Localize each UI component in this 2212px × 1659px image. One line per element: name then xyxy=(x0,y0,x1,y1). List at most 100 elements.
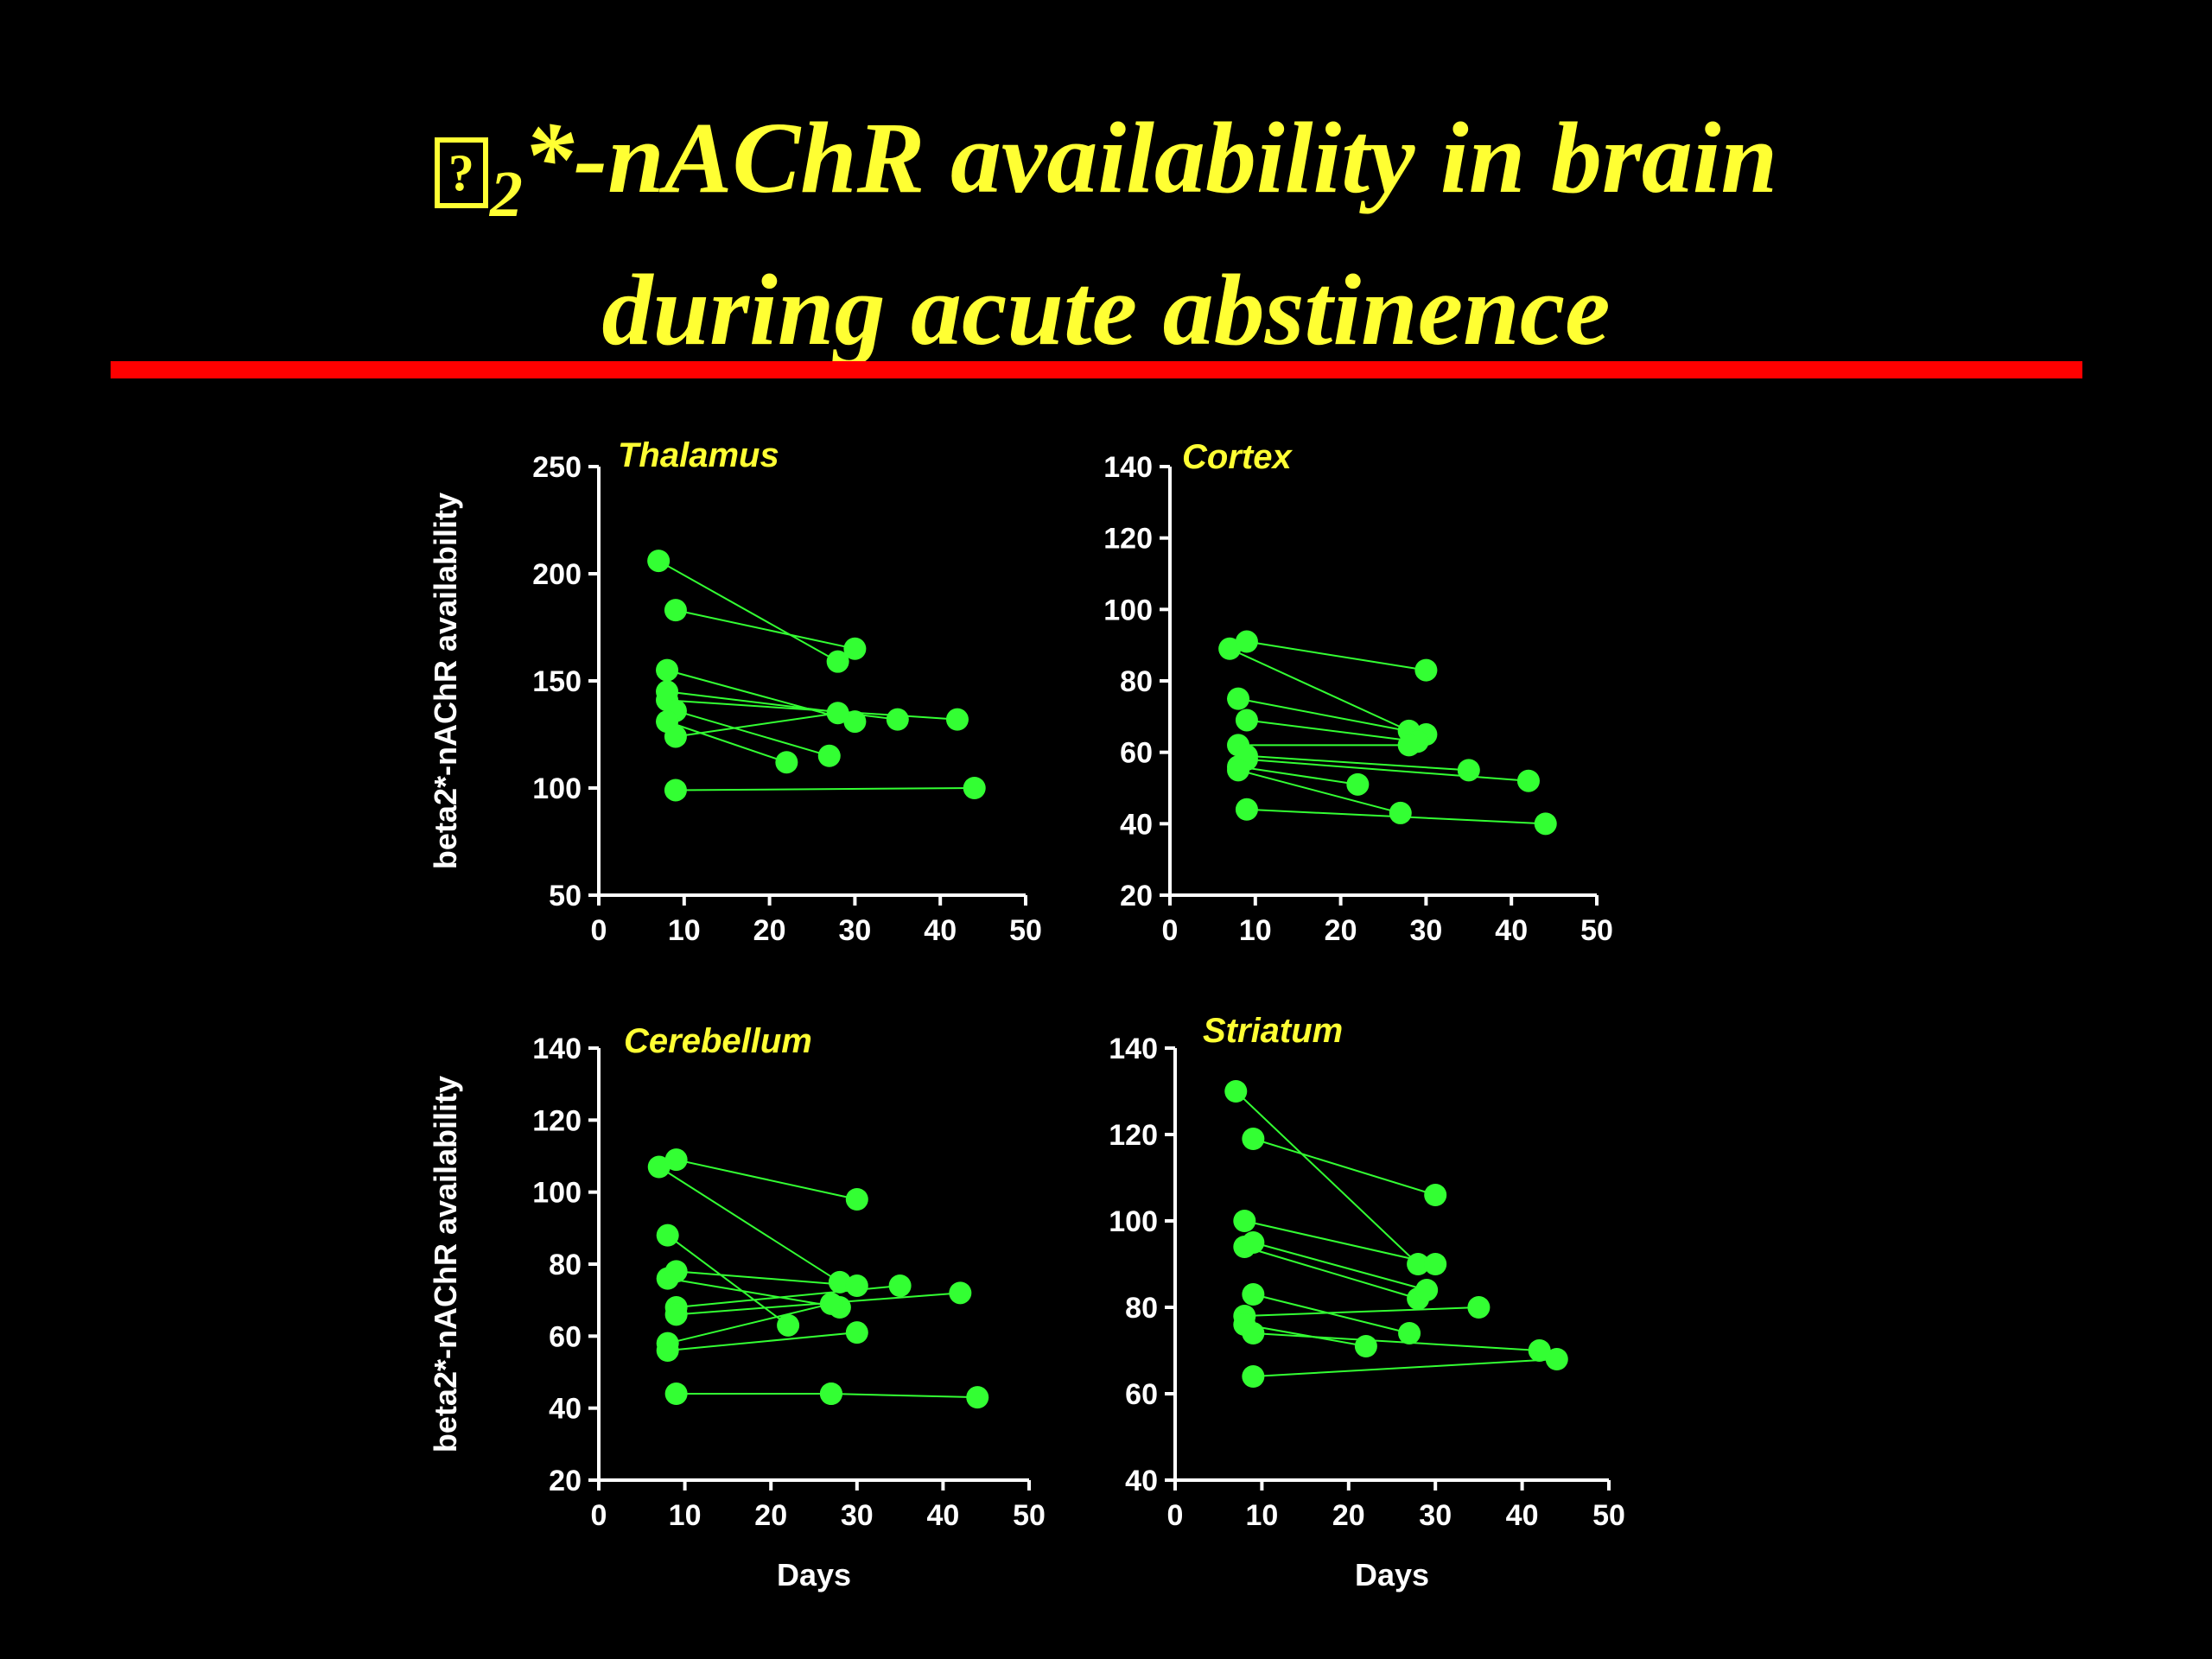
panel-title-cortex: Cortex xyxy=(1182,438,1293,476)
x-axis-label: Days xyxy=(777,1557,851,1592)
data-point xyxy=(777,1313,800,1337)
subject-line xyxy=(1244,1220,1436,1265)
data-point xyxy=(845,1321,868,1344)
data-point xyxy=(664,1260,688,1283)
panel-title-cerebellum: Cerebellum xyxy=(624,1022,812,1060)
data-point xyxy=(1415,1279,1439,1301)
y-tick-label: 200 xyxy=(532,558,582,591)
slide-title-line-1: ? 2*-nAChR availability in brain xyxy=(0,82,2212,234)
x-tick-label: 30 xyxy=(1419,1499,1452,1532)
data-point xyxy=(1467,1296,1491,1319)
subject-line xyxy=(667,1332,857,1351)
data-point xyxy=(819,1292,842,1315)
data-point xyxy=(945,708,969,731)
subject-line xyxy=(1246,640,1427,671)
subject-line xyxy=(1246,754,1469,772)
x-tick-label: 30 xyxy=(838,914,871,947)
data-point xyxy=(843,710,867,734)
data-point xyxy=(775,751,798,774)
data-point xyxy=(1242,1128,1265,1150)
x-tick-label: 10 xyxy=(1245,1499,1278,1532)
subject-line xyxy=(1244,1324,1367,1347)
subject-line xyxy=(1235,1090,1419,1265)
y-tick-label: 40 xyxy=(1120,808,1153,841)
subject-line xyxy=(675,609,855,650)
data-point xyxy=(1407,1253,1430,1275)
data-point xyxy=(817,744,841,767)
x-tick-label: 40 xyxy=(1495,914,1528,947)
x-tick-label: 20 xyxy=(753,914,786,947)
x-tick-label: 40 xyxy=(1506,1499,1539,1532)
x-tick-label: 50 xyxy=(1013,1499,1046,1532)
subject-line xyxy=(1253,1294,1410,1334)
subject-line xyxy=(1253,1242,1427,1291)
subject-line xyxy=(667,1234,789,1326)
data-point xyxy=(1414,658,1438,682)
data-point xyxy=(1227,759,1250,782)
data-point xyxy=(1235,709,1258,732)
subject-line xyxy=(830,1393,978,1399)
y-tick-label: 100 xyxy=(1109,1205,1158,1238)
y-tick-label: 50 xyxy=(549,880,582,912)
data-point xyxy=(826,650,849,673)
x-tick-label: 50 xyxy=(1580,914,1613,947)
data-point xyxy=(1534,812,1557,836)
subject-line xyxy=(676,1270,857,1287)
subject-line xyxy=(675,712,838,738)
data-point xyxy=(1233,1210,1256,1232)
y-tick-label: 140 xyxy=(532,1033,582,1065)
x-tick-label: 40 xyxy=(926,1499,959,1532)
panel-title-thalamus: Thalamus xyxy=(618,436,779,474)
y-tick-label: 20 xyxy=(1120,880,1153,912)
y-axis-label: beta2*-nAChR availability xyxy=(428,493,463,869)
data-point xyxy=(1545,1348,1568,1370)
chart-panel-striatum: 40 60 80 100 120 140 0 10 20 30 40 50 Striatum Days xyxy=(1109,1012,1625,1592)
missing-glyph-box: ? xyxy=(434,137,488,208)
subject-line xyxy=(1253,1138,1436,1196)
data-point xyxy=(664,599,687,622)
subject-line xyxy=(1237,769,1402,814)
y-tick-label: 20 xyxy=(549,1465,582,1497)
subject-line xyxy=(675,787,975,791)
x-tick-label: 20 xyxy=(1325,914,1357,947)
data-point xyxy=(1354,1335,1377,1357)
data-point xyxy=(656,658,679,682)
data-point xyxy=(1242,1231,1265,1254)
y-tick-label: 40 xyxy=(549,1393,582,1426)
y-tick-label: 60 xyxy=(1120,737,1153,770)
y-tick-label: 80 xyxy=(1120,665,1153,698)
x-tick-label: 30 xyxy=(1409,914,1442,947)
subject-line xyxy=(666,721,787,764)
data-point xyxy=(647,1155,671,1179)
data-point xyxy=(828,1270,851,1294)
subject-line xyxy=(676,1159,858,1200)
data-point xyxy=(888,1274,912,1297)
subject-line xyxy=(1246,719,1418,743)
title-line-1-text: *-nAChR availability in brain xyxy=(522,101,1778,214)
y-tick-label: 140 xyxy=(1109,1033,1158,1065)
subject-line xyxy=(1253,1332,1540,1351)
slide-title: ? 2*-nAChR availability in brain during a… xyxy=(0,82,2212,386)
data-point xyxy=(1528,1339,1551,1362)
data-point xyxy=(664,1382,688,1405)
y-tick-label: 100 xyxy=(532,1177,582,1210)
subject-line xyxy=(1246,758,1529,782)
data-point xyxy=(664,779,687,802)
y-tick-label: 40 xyxy=(1125,1465,1158,1497)
data-point xyxy=(1516,769,1540,792)
subject-line xyxy=(667,1302,832,1344)
data-point xyxy=(1224,1080,1248,1103)
data-point xyxy=(1242,1322,1265,1344)
x-tick-label: 40 xyxy=(924,914,957,947)
x-tick-label: 50 xyxy=(1592,1499,1625,1532)
x-tick-label: 20 xyxy=(1332,1499,1365,1532)
data-point xyxy=(819,1382,842,1405)
x-axis-label: Days xyxy=(1355,1557,1429,1592)
y-tick-label: 140 xyxy=(1103,451,1153,484)
y-axis-label: beta2*-nAChR availability xyxy=(428,1076,463,1452)
data-point xyxy=(843,637,867,660)
data-point xyxy=(656,1224,679,1247)
title-divider xyxy=(111,361,2082,378)
x-tick-label: 10 xyxy=(669,1499,702,1532)
